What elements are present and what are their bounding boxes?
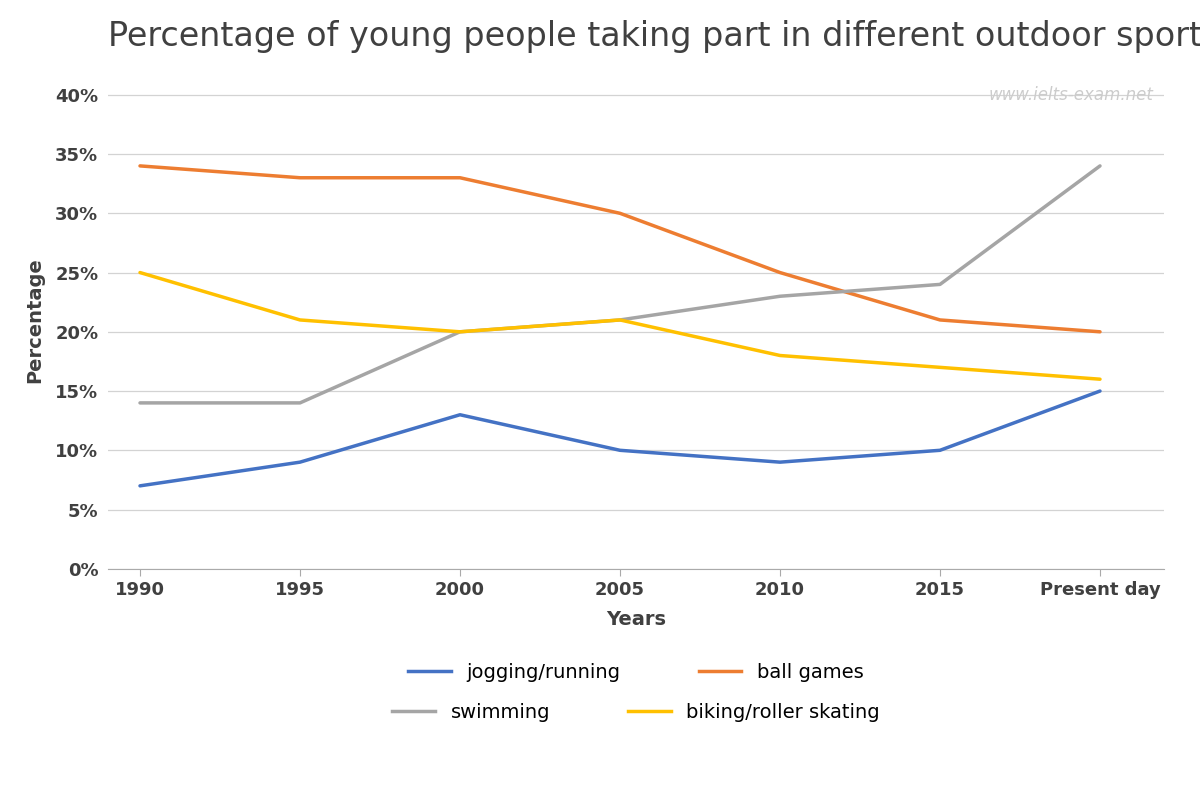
- swimming: [452, 327, 467, 337]
- Line: jogging/running: jogging/running: [140, 391, 1100, 486]
- Legend: swimming, biking/roller skating: swimming, biking/roller skating: [392, 703, 880, 722]
- jogging/running: [613, 446, 628, 455]
- Text: Percentage of young people taking part in different outdoor sports: Percentage of young people taking part i…: [108, 20, 1200, 53]
- biking/roller skating: [1093, 374, 1108, 384]
- jogging/running: [133, 481, 148, 491]
- ball games: [452, 173, 467, 182]
- jogging/running: [932, 446, 947, 455]
- biking/roller skating: [293, 315, 307, 325]
- swimming: [773, 292, 787, 301]
- ball games: [1093, 327, 1108, 337]
- biking/roller skating: [613, 315, 628, 325]
- swimming: [613, 315, 628, 325]
- swimming: [293, 398, 307, 408]
- jogging/running: [452, 410, 467, 419]
- biking/roller skating: [452, 327, 467, 337]
- jogging/running: [773, 457, 787, 467]
- ball games: [932, 315, 947, 325]
- swimming: [932, 280, 947, 289]
- Text: www.ielts-exam.net: www.ielts-exam.net: [989, 86, 1153, 104]
- X-axis label: Years: Years: [606, 610, 666, 629]
- ball games: [613, 209, 628, 218]
- biking/roller skating: [133, 268, 148, 277]
- jogging/running: [293, 457, 307, 467]
- ball games: [773, 268, 787, 277]
- Line: biking/roller skating: biking/roller skating: [140, 273, 1100, 379]
- swimming: [133, 398, 148, 408]
- biking/roller skating: [773, 351, 787, 360]
- biking/roller skating: [932, 363, 947, 372]
- Line: ball games: ball games: [140, 166, 1100, 332]
- jogging/running: [1093, 386, 1108, 396]
- ball games: [133, 161, 148, 171]
- Line: swimming: swimming: [140, 166, 1100, 403]
- ball games: [293, 173, 307, 182]
- swimming: [1093, 161, 1108, 171]
- Y-axis label: Percentage: Percentage: [25, 257, 44, 383]
